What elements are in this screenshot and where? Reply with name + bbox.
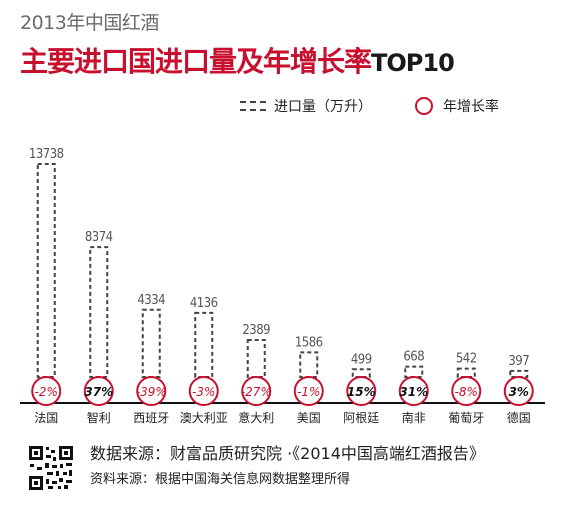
bar-6: [299, 351, 319, 378]
legend-bar: 进口量（万升）: [240, 95, 372, 117]
bar-value-label-7: 499: [351, 352, 372, 367]
growth-circle-8: [398, 376, 429, 406]
growth-label-8: 31%: [399, 385, 428, 399]
growth-circle-9: [451, 376, 482, 406]
bar-value-label-2: 8374: [85, 230, 113, 245]
source-block: 数据来源：财富品质研究院 ·《2014中国高端红酒报告》 资料来源：根据中国海关…: [90, 440, 485, 487]
category-label-8: 南非: [402, 410, 426, 425]
bar-9: [456, 367, 476, 378]
bar-5: [246, 338, 266, 378]
legend-bar-swatch: [240, 101, 266, 111]
bar-value-label-5: 2389: [242, 323, 270, 338]
category-label-5: 意大利: [238, 410, 274, 425]
category-label-9: 葡萄牙: [448, 411, 484, 425]
growth-label-7: 15%: [347, 385, 376, 399]
bar-4: [194, 311, 214, 379]
growth-label-4: -3%: [192, 385, 215, 399]
growth-circle-6: [293, 376, 324, 406]
bar-2: [89, 246, 109, 378]
bar-value-label-6: 1586: [295, 335, 323, 350]
category-label-2: 智利: [87, 410, 111, 425]
growth-circle-1: [31, 376, 62, 406]
chart-title-suffix: TOP10: [371, 49, 455, 77]
bar-value-label-1: 13738: [29, 147, 64, 162]
category-label-3: 西班牙: [133, 411, 169, 425]
growth-circle-2: [83, 376, 114, 406]
growth-label-5: -27%: [241, 385, 272, 399]
chart-title: 主要进口国进口量及年增长率TOP10: [20, 40, 455, 80]
growth-label-1: -2%: [35, 385, 58, 399]
growth-label-9: -8%: [455, 385, 478, 399]
bar-chart: 13738 -2% 法国 8374 37% 智利 4334 -39% 西班牙 4136 -3% 澳大利…: [20, 147, 545, 425]
growth-label-6: -1%: [297, 385, 320, 399]
bar-8: [404, 365, 424, 379]
bar-1: [36, 163, 56, 378]
bar-value-label-8: 668: [403, 350, 424, 365]
growth-label-10: 3%: [509, 385, 529, 399]
legend-growth: 年增长率: [415, 95, 499, 117]
bar-7: [351, 368, 371, 379]
category-label-1: 法国: [34, 411, 58, 425]
legend-circle-swatch: [415, 97, 433, 115]
growth-circle-7: [346, 376, 377, 406]
category-label-6: 美国: [297, 411, 321, 425]
bar-value-label-4: 4136: [190, 296, 218, 311]
bar-value-label-3: 4334: [137, 293, 165, 308]
source-line-2: 资料来源：根据中国海关信息网数据整理所得: [90, 472, 351, 487]
bar-value-label-10: 397: [508, 354, 529, 369]
legend-bar-label: 进口量（万升）: [274, 99, 372, 115]
growth-label-2: 37%: [84, 385, 113, 399]
category-label-7: 阿根廷: [343, 411, 379, 425]
growth-circle-4: [188, 376, 219, 406]
qr-code-icon: [28, 445, 74, 491]
growth-circle-10: [503, 376, 534, 406]
chart-supertitle: 2013年中国红酒: [20, 12, 159, 34]
category-label-4: 澳大利亚: [180, 411, 228, 425]
growth-circle-3: [136, 376, 167, 406]
source-line-1: 数据来源：财富品质研究院 ·《2014中国高端红酒报告》: [90, 444, 485, 463]
growth-label-3: -39%: [136, 385, 167, 399]
chart-title-main: 主要进口国进口量及年增长率: [20, 45, 372, 78]
bar-3: [141, 308, 161, 378]
category-label-10: 德国: [507, 410, 531, 425]
growth-circle-5: [241, 376, 272, 406]
legend-circle-label: 年增长率: [443, 99, 499, 115]
bar-value-label-9: 542: [456, 352, 477, 367]
